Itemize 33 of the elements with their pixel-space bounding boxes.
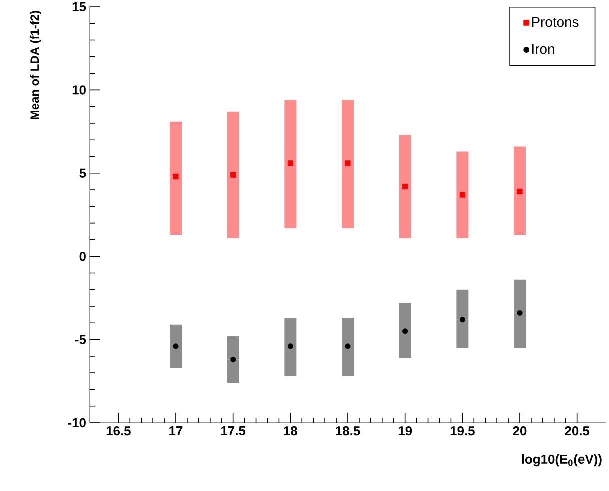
x-axis-title: log10(E$_{0}$(eV)): [522, 454, 602, 467]
x-tick-label: 17.5: [222, 426, 246, 436]
point: [345, 160, 351, 166]
x-tick-label: 16.5: [106, 426, 131, 436]
point: [288, 160, 294, 166]
point: [517, 310, 523, 316]
point: [288, 344, 294, 350]
y-axis-title: Mean of LDA (f1-f2): [30, 11, 42, 120]
legend-label: Iron: [532, 44, 554, 54]
point: [173, 174, 179, 180]
point: [230, 356, 236, 363]
point: [230, 172, 236, 178]
y-tick-label: -5: [75, 335, 86, 344]
point: [402, 328, 408, 334]
legend-label: Protons: [532, 17, 579, 28]
y-tick-label: -10: [68, 418, 86, 428]
x-tick-label: 19: [398, 426, 412, 436]
y-tick-label: 10: [72, 86, 86, 95]
point: [173, 344, 179, 350]
point: [402, 184, 408, 190]
x-tick-label: 20: [513, 426, 527, 436]
x-tick-label: 20.5: [565, 426, 590, 436]
x-tick-label: 17: [170, 426, 183, 436]
y-tick-label: 15: [72, 2, 86, 12]
x-tick-label: 18.5: [336, 426, 360, 436]
x-tick-label: 19.5: [450, 426, 475, 436]
y-tick-label: 5: [80, 168, 86, 178]
point: [460, 317, 466, 323]
point: [517, 188, 523, 194]
point: [345, 344, 351, 350]
x-tick-label: 18: [284, 426, 298, 436]
point: [460, 192, 466, 198]
y-tick-label: 0: [80, 252, 86, 262]
